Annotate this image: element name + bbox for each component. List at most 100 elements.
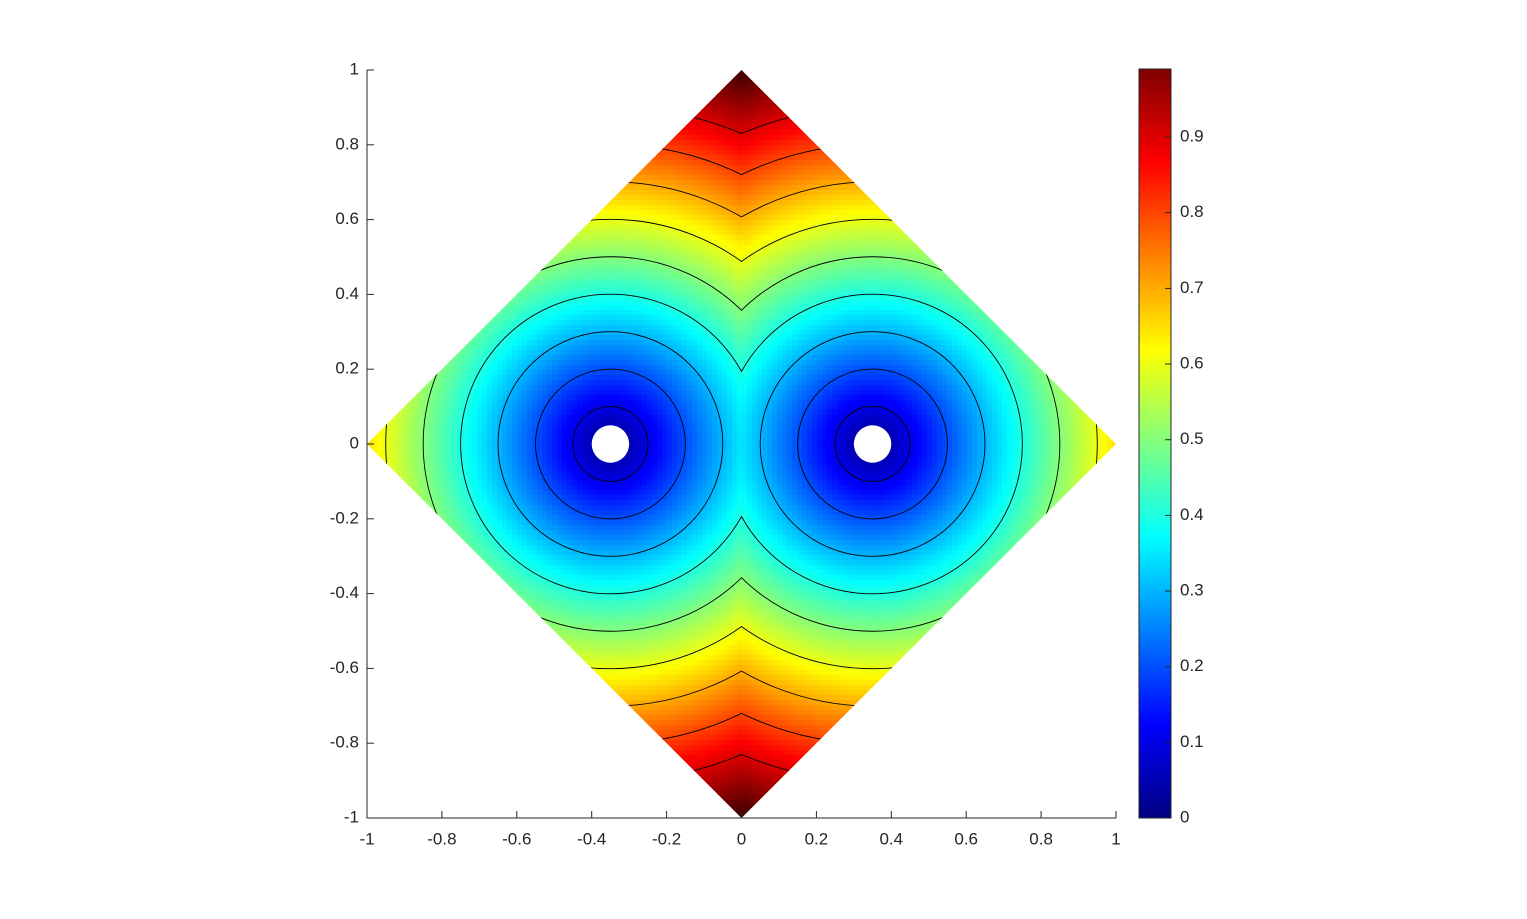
field-cell — [617, 195, 623, 201]
field-cell — [922, 255, 928, 261]
field-cell — [622, 400, 628, 406]
field-cell — [597, 300, 603, 306]
field-cell — [782, 300, 788, 306]
field-cell — [842, 305, 848, 311]
field-cell — [817, 305, 823, 311]
field-cell — [657, 380, 663, 386]
field-cell — [962, 395, 968, 401]
field-cell — [507, 350, 513, 356]
field-cell — [897, 400, 903, 406]
field-cell — [897, 255, 903, 261]
field-cell — [852, 185, 858, 191]
field-cell — [932, 285, 938, 291]
field-cell — [727, 170, 733, 176]
field-cell — [927, 375, 933, 381]
field-cell — [937, 290, 943, 296]
field-cell — [952, 305, 958, 311]
field-cell — [852, 240, 858, 246]
field-cell — [647, 335, 653, 341]
field-cell — [762, 230, 768, 236]
field-cell — [772, 265, 778, 271]
field-cell — [682, 160, 688, 166]
field-cell — [577, 275, 583, 281]
field-cell — [687, 300, 693, 306]
field-cell — [772, 355, 778, 361]
field-cell — [857, 195, 863, 201]
field-cell — [862, 380, 868, 386]
field-cell — [717, 330, 723, 336]
field-cell — [697, 355, 703, 361]
field-cell — [487, 375, 493, 381]
field-cell — [827, 190, 833, 196]
field-cell — [867, 265, 873, 271]
field-cell — [702, 250, 708, 256]
field-cell — [862, 300, 868, 306]
field-cell — [507, 415, 513, 421]
field-cell — [922, 295, 928, 301]
field-cell — [707, 410, 713, 416]
field-cell — [697, 245, 703, 251]
field-cell — [712, 325, 718, 331]
field-cell — [497, 335, 503, 341]
field-cell — [992, 385, 998, 391]
field-cell — [687, 230, 693, 236]
field-cell — [622, 405, 628, 411]
field-cell — [1002, 360, 1008, 366]
field-cell — [737, 390, 743, 396]
field-cell — [802, 275, 808, 281]
field-cell — [852, 375, 858, 381]
field-cell — [822, 240, 828, 246]
field-cell — [482, 365, 488, 371]
field-cell — [1052, 410, 1058, 416]
field-cell — [507, 370, 513, 376]
field-cell — [947, 390, 953, 396]
field-cell — [437, 380, 443, 386]
field-cell — [997, 385, 1003, 391]
field-cell — [447, 395, 453, 401]
field-cell — [652, 395, 658, 401]
field-cell — [452, 400, 458, 406]
field-cell — [752, 340, 758, 346]
field-cell — [467, 380, 473, 386]
field-cell — [817, 280, 823, 286]
field-cell — [717, 125, 723, 131]
field-cell — [627, 390, 633, 396]
field-cell — [857, 215, 863, 221]
field-cell — [672, 295, 678, 301]
field-cell — [687, 250, 693, 256]
field-cell — [472, 355, 478, 361]
field-cell — [827, 365, 833, 371]
field-cell — [1037, 390, 1043, 396]
field-cell — [537, 335, 543, 341]
field-cell — [787, 300, 793, 306]
field-cell — [712, 335, 718, 341]
field-cell — [532, 325, 538, 331]
field-cell — [852, 195, 858, 201]
field-cell — [597, 305, 603, 311]
field-cell — [567, 275, 573, 281]
field-cell — [597, 330, 603, 336]
field-cell — [602, 285, 608, 291]
field-cell — [937, 325, 943, 331]
field-cell — [857, 185, 863, 191]
field-cell — [567, 400, 573, 406]
field-cell — [677, 375, 683, 381]
field-cell — [637, 175, 643, 181]
field-cell — [707, 140, 713, 146]
field-cell — [692, 190, 698, 196]
field-cell — [737, 95, 743, 101]
field-cell — [517, 325, 523, 331]
field-cell — [957, 385, 963, 391]
field-cell — [967, 355, 973, 361]
field-cell — [832, 200, 838, 206]
field-cell — [827, 325, 833, 331]
field-cell — [727, 200, 733, 206]
field-cell — [797, 410, 803, 416]
field-cell — [707, 370, 713, 376]
field-cell — [407, 400, 413, 406]
field-cell — [782, 345, 788, 351]
field-cell — [832, 330, 838, 336]
field-cell — [742, 315, 748, 321]
field-cell — [522, 295, 528, 301]
field-cell — [682, 260, 688, 266]
